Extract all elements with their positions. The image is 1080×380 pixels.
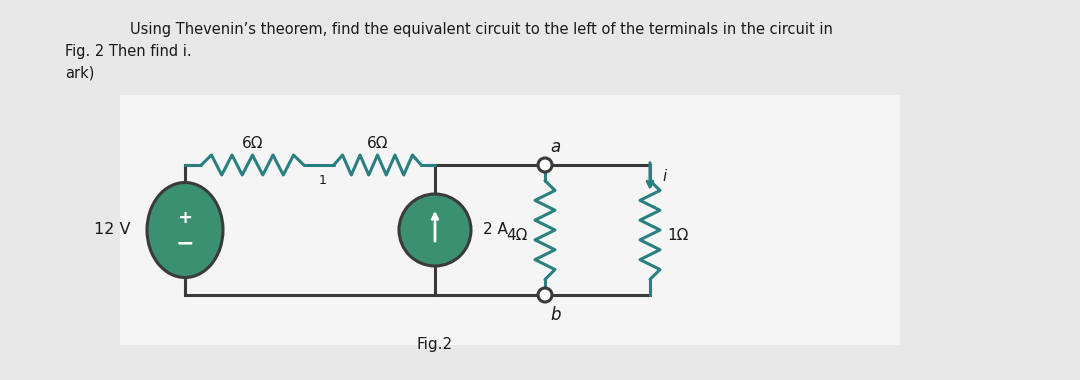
Text: 1Ω: 1Ω xyxy=(667,228,689,242)
Text: Fig. 2 Then find i.: Fig. 2 Then find i. xyxy=(65,44,191,59)
Text: 6Ω: 6Ω xyxy=(367,136,388,150)
Text: 12 V: 12 V xyxy=(94,223,130,238)
Text: 2 A: 2 A xyxy=(483,223,508,238)
Text: −: − xyxy=(176,233,194,253)
Circle shape xyxy=(538,158,552,172)
Text: a: a xyxy=(550,138,561,156)
Text: Using Thevenin’s theorem, find the equivalent circuit to the left of the termina: Using Thevenin’s theorem, find the equiv… xyxy=(130,22,833,37)
Text: ark): ark) xyxy=(65,66,94,81)
Circle shape xyxy=(538,288,552,302)
Text: 4Ω: 4Ω xyxy=(507,228,528,242)
Text: +: + xyxy=(177,209,192,227)
Ellipse shape xyxy=(147,182,222,277)
Text: i: i xyxy=(662,169,666,184)
Text: 6Ω: 6Ω xyxy=(242,136,264,150)
Text: 1: 1 xyxy=(319,174,327,187)
Text: b: b xyxy=(550,306,561,324)
Circle shape xyxy=(399,194,471,266)
Text: Fig.2: Fig.2 xyxy=(417,337,454,353)
Bar xyxy=(120,95,900,345)
